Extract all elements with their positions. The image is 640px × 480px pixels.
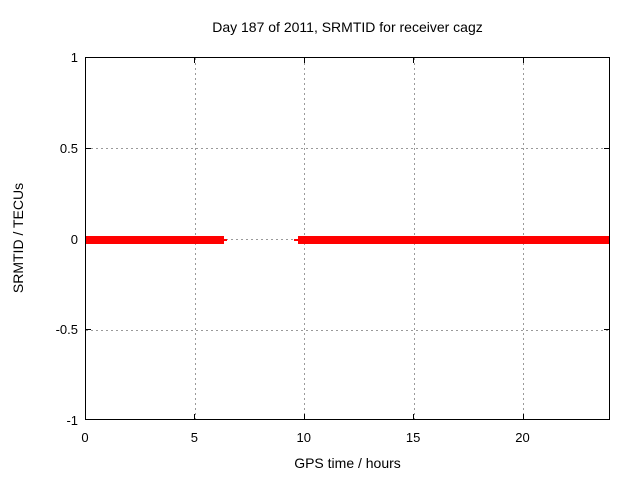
chart-title: Day 187 of 2011, SRMTID for receiver cag… [212, 19, 483, 35]
y-tick-mark [86, 147, 91, 149]
gridline-horizontal [86, 148, 609, 150]
y-tick-label: -1 [66, 413, 78, 428]
x-tick-mark [413, 414, 415, 419]
x-axis-label: GPS time / hours [294, 455, 401, 471]
data-line-segment [86, 235, 224, 244]
y-tick-mark [604, 329, 609, 331]
x-tick-mark [85, 58, 86, 63]
x-tick-mark [522, 58, 524, 63]
data-line-thin-tip [293, 238, 299, 241]
x-tick-label: 20 [515, 430, 530, 445]
x-tick-mark [194, 414, 196, 419]
y-tick-label: -0.5 [55, 322, 78, 338]
x-tick-mark [194, 58, 196, 63]
x-tick-label: 15 [405, 430, 421, 445]
x-tick-mark [85, 414, 86, 419]
x-tick-label: 0 [81, 430, 89, 445]
y-tick-label: 1 [70, 50, 78, 65]
plot-area [85, 57, 610, 420]
y-tick-mark [86, 329, 91, 331]
x-tick-mark [303, 58, 305, 63]
data-line-thin-tip [223, 238, 228, 241]
x-tick-label: 5 [190, 430, 198, 445]
y-tick-mark [86, 57, 91, 58]
y-tick-label: 0 [70, 231, 78, 247]
x-tick-label: 10 [296, 430, 311, 445]
data-line-segment [298, 235, 609, 244]
x-tick-mark [413, 58, 415, 63]
y-tick-label: 0.5 [59, 140, 78, 156]
y-tick-mark [604, 57, 609, 58]
x-tick-mark [303, 414, 305, 419]
gridline-horizontal [86, 329, 609, 331]
y-tick-mark [604, 147, 609, 149]
x-tick-mark [522, 414, 524, 419]
